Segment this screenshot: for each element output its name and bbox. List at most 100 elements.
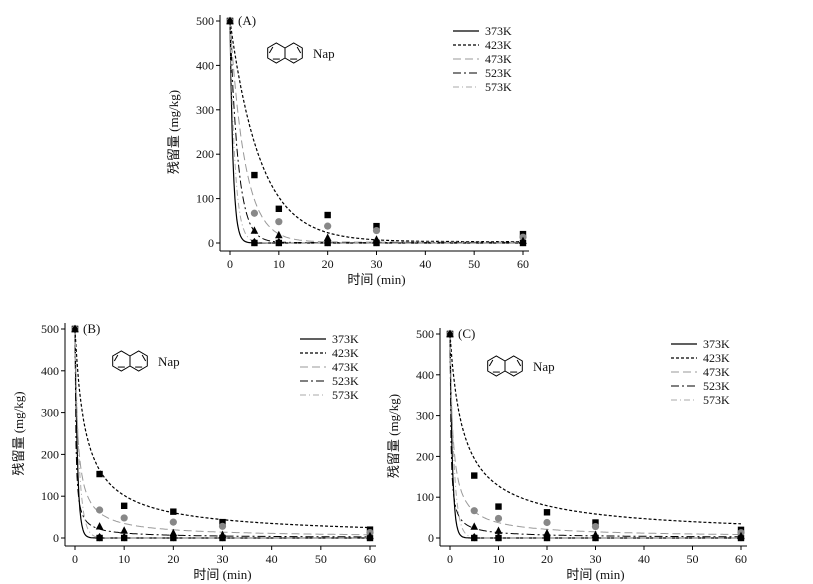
data-point-423k [324,211,331,219]
x-tick-label: 50 [468,257,480,271]
data-point-473k [120,514,128,522]
y-tick-label: 400 [416,368,434,382]
naphthalene-ring-left [112,350,131,372]
fit-line-373k [74,328,370,539]
data-point-573k [251,237,258,247]
x-tick-label: 60 [735,552,747,566]
naphthalene-ring-right [129,350,148,372]
x-tick-label: 0 [227,257,233,271]
fit-line-373k [449,333,741,539]
panel-label: (C) [458,326,475,341]
legend-label-373k: 373K [332,332,359,346]
data-point-423k [219,518,226,526]
x-tick-label: 50 [315,552,327,566]
data-point-573k [592,532,599,542]
y-tick-label: 100 [41,489,59,503]
legend-label-523k: 523K [485,66,512,80]
x-tick-label: 10 [118,552,130,566]
data-point-523k [470,522,479,530]
naphthalene-ring-right [504,355,523,377]
legend-label-473k: 473K [332,360,359,374]
x-tick-label: 30 [590,552,602,566]
naphthalene-ring-left [487,355,506,377]
data-point-473k [470,507,478,515]
data-point-473k [250,209,259,217]
data-point-423k [543,509,551,516]
fit-line-523k [74,328,370,538]
y-tick-label: 0 [428,531,434,545]
legend-label-523k: 523K [703,379,730,393]
y-tick-label: 400 [41,364,59,378]
data-point-423k [96,470,103,478]
compound-label: Nap [158,354,180,369]
data-point-423k [251,171,258,179]
y-tick-label: 0 [53,531,59,545]
x-tick-label: 60 [517,257,529,271]
x-tick-label: 60 [364,552,376,566]
y-axis-label: 残留量 (mg/kg) [386,394,401,478]
y-axis-label: 残留量 (mg/kg) [166,90,181,174]
data-point-423k [120,502,128,510]
data-point-573k [446,329,454,339]
chart-panel-b: 0 100 200 300 400 500 0 10 20 30 40 50 60 时间 (min) 残留量… [11,321,376,582]
x-tick-label: 30 [371,257,383,271]
x-tick-label: 0 [72,552,78,566]
data-point-573k [324,237,331,247]
data-point-423k [471,472,478,479]
data-point-473k [494,514,503,523]
panel-label: (B) [83,321,100,336]
x-tick-label: 0 [447,552,453,566]
fit-line-573k [449,333,741,539]
x-tick-label: 40 [638,552,650,566]
data-point-523k [275,230,283,239]
data-point-473k [169,518,177,526]
data-point-573k [275,237,283,247]
y-tick-label: 100 [416,490,434,504]
data-point-423k [373,222,380,230]
y-tick-label: 500 [416,327,434,341]
y-tick-label: 200 [416,449,434,463]
data-point-423k [592,519,599,526]
x-axis-label: 时间 (min) [347,272,405,287]
compound-label: Nap [313,46,335,61]
data-point-523k [494,526,503,534]
naphthalene-double-bond [113,354,119,362]
data-point-523k [250,226,259,234]
fit-line-373k [229,20,523,244]
data-point-573k [219,532,226,542]
x-axis-label: 时间 (min) [193,567,251,582]
legend-label-573k: 573K [703,393,730,407]
data-point-573k [120,532,128,542]
data-point-473k [324,222,332,230]
naphthalene-ring-left [267,42,286,64]
fit-line-423k [229,20,523,243]
data-point-473k [543,518,551,527]
fit-line-473k [229,20,523,243]
data-point-473k [218,522,227,530]
data-point-423k [275,205,283,213]
x-tick-label: 30 [217,552,229,566]
data-point-473k [275,218,283,226]
chart-panel-c: 0 100 200 300 400 500 0 10 20 30 40 50 60 时间 (min) 残留量… [386,326,747,582]
naphthalene-double-bond [296,46,302,54]
data-point-573k [71,324,79,334]
fit-line-523k [229,20,523,244]
y-tick-label: 0 [208,236,214,250]
legend-label-423k: 423K [703,351,730,365]
x-tick-label: 50 [687,552,699,566]
legend-label-573k: 573K [332,388,359,402]
x-tick-label: 40 [266,552,278,566]
chart-panel-a: 0 100 200 300 400 500 0 10 20 30 40 50 60 时间 (min) 残留量… [166,13,529,287]
legend-label-373k: 373K [703,337,730,351]
panel-label: (A) [238,13,256,28]
fit-line-523k [449,333,741,538]
data-point-423k [495,503,502,510]
data-point-573k [170,532,177,542]
x-tick-label: 20 [541,552,553,566]
naphthalene-double-bond [268,46,274,54]
legend-label-473k: 473K [485,52,512,66]
compound-label: Nap [533,359,555,374]
x-tick-label: 20 [167,552,179,566]
fit-line-473k [449,333,741,535]
